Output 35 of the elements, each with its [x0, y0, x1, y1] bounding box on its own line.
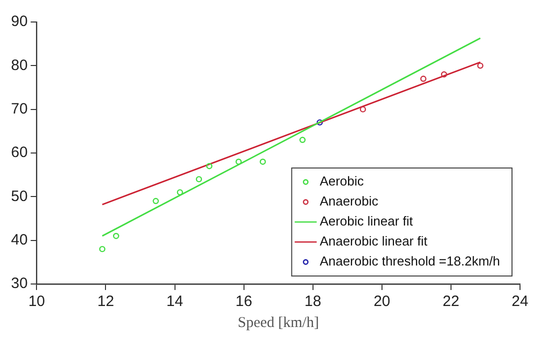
point [152, 198, 159, 204]
x-tick-label: 20 [374, 293, 390, 310]
point [176, 189, 184, 196]
legend-label: Anaerobic threshold =18.2km/h [320, 254, 500, 269]
legend-label: Aerobic linear fit [320, 214, 414, 229]
legend-label: Anaerobic linear fit [320, 234, 428, 249]
point [477, 62, 484, 69]
point [196, 176, 202, 182]
point [420, 76, 426, 82]
legend-label: Aerobic [320, 174, 364, 189]
y-tick-label: 60 [10, 144, 28, 162]
x-tick-label: 18 [304, 293, 322, 310]
x-tick-label: 12 [97, 293, 114, 310]
x-tick-label: 14 [166, 293, 184, 310]
point [236, 158, 242, 165]
x-tick-label: 16 [235, 293, 252, 310]
x-axis-title: Speed [km/h] [238, 314, 319, 331]
x-tick-label: 24 [512, 293, 528, 310]
point [316, 119, 323, 126]
point [260, 158, 266, 165]
point [99, 246, 106, 252]
point [206, 163, 212, 170]
x-tick-label: 22 [442, 293, 460, 310]
point [112, 232, 120, 240]
y-tick-label: 30 [10, 275, 28, 292]
point [440, 71, 448, 78]
y-tick-label: 90 [10, 13, 28, 30]
point [299, 136, 306, 143]
y-tick-label: 50 [10, 188, 28, 205]
x-tick-label: 10 [28, 293, 46, 310]
legend-label: Anaerobic [320, 194, 379, 209]
y-tick-label: 40 [10, 231, 28, 248]
point [360, 106, 366, 112]
y-tick-label: 80 [10, 56, 28, 74]
y-tick-label: 70 [10, 100, 28, 118]
